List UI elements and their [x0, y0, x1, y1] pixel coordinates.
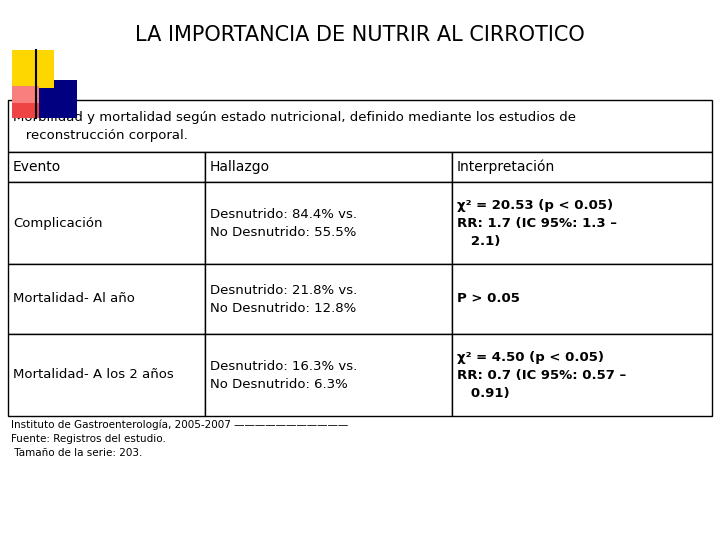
Text: χ² = 20.53 (p < 0.05)
RR: 1.7 (IC 95%: 1.3 –
   2.1): χ² = 20.53 (p < 0.05) RR: 1.7 (IC 95%: 1…: [456, 199, 616, 247]
Text: Tamaño de la serie: 203.: Tamaño de la serie: 203.: [11, 448, 143, 458]
Bar: [205, 264, 451, 334]
Text: Evento: Evento: [13, 160, 61, 174]
Text: Desnutrido: 84.4% vs.
No Desnutrido: 55.5%: Desnutrido: 84.4% vs. No Desnutrido: 55.…: [210, 207, 357, 239]
Bar: [12, 86, 40, 118]
Bar: [8, 264, 205, 334]
Bar: [8, 152, 205, 182]
Bar: [451, 334, 712, 416]
Text: Complicación: Complicación: [13, 217, 102, 230]
Bar: [8, 334, 205, 416]
Text: P > 0.05: P > 0.05: [456, 293, 519, 306]
Text: Interpretación: Interpretación: [456, 160, 555, 174]
Text: Mortalidad- A los 2 años: Mortalidad- A los 2 años: [13, 368, 174, 381]
Text: Mortalidad- Al año: Mortalidad- Al año: [13, 293, 135, 306]
Bar: [8, 100, 712, 152]
Bar: [205, 334, 451, 416]
Bar: [451, 182, 712, 264]
Bar: [451, 264, 712, 334]
Bar: [8, 182, 205, 264]
Text: Fuente: Registros del estudio.: Fuente: Registros del estudio.: [11, 434, 166, 444]
Bar: [35, 80, 77, 118]
Bar: [12, 86, 40, 103]
Text: Morbilidad y mortalidad según estado nutricional, definido mediante los estudios: Morbilidad y mortalidad según estado nut…: [13, 111, 576, 125]
Text: LA IMPORTANCIA DE NUTRIR AL CIRROTICO: LA IMPORTANCIA DE NUTRIR AL CIRROTICO: [135, 25, 585, 45]
Text: Instituto de Gastroenterología, 2005-2007 ———————————: Instituto de Gastroenterología, 2005-200…: [11, 420, 348, 430]
Text: Hallazgo: Hallazgo: [210, 160, 270, 174]
Text: Desnutrido: 21.8% vs.
No Desnutrido: 12.8%: Desnutrido: 21.8% vs. No Desnutrido: 12.…: [210, 284, 357, 314]
Text: reconstrucción corporal.: reconstrucción corporal.: [13, 129, 188, 141]
Bar: [451, 152, 712, 182]
Bar: [12, 50, 54, 88]
Bar: [205, 182, 451, 264]
Text: Desnutrido: 16.3% vs.
No Desnutrido: 6.3%: Desnutrido: 16.3% vs. No Desnutrido: 6.3…: [210, 360, 357, 390]
Bar: [205, 152, 451, 182]
Text: χ² = 4.50 (p < 0.05)
RR: 0.7 (IC 95%: 0.57 –
   0.91): χ² = 4.50 (p < 0.05) RR: 0.7 (IC 95%: 0.…: [456, 350, 626, 400]
